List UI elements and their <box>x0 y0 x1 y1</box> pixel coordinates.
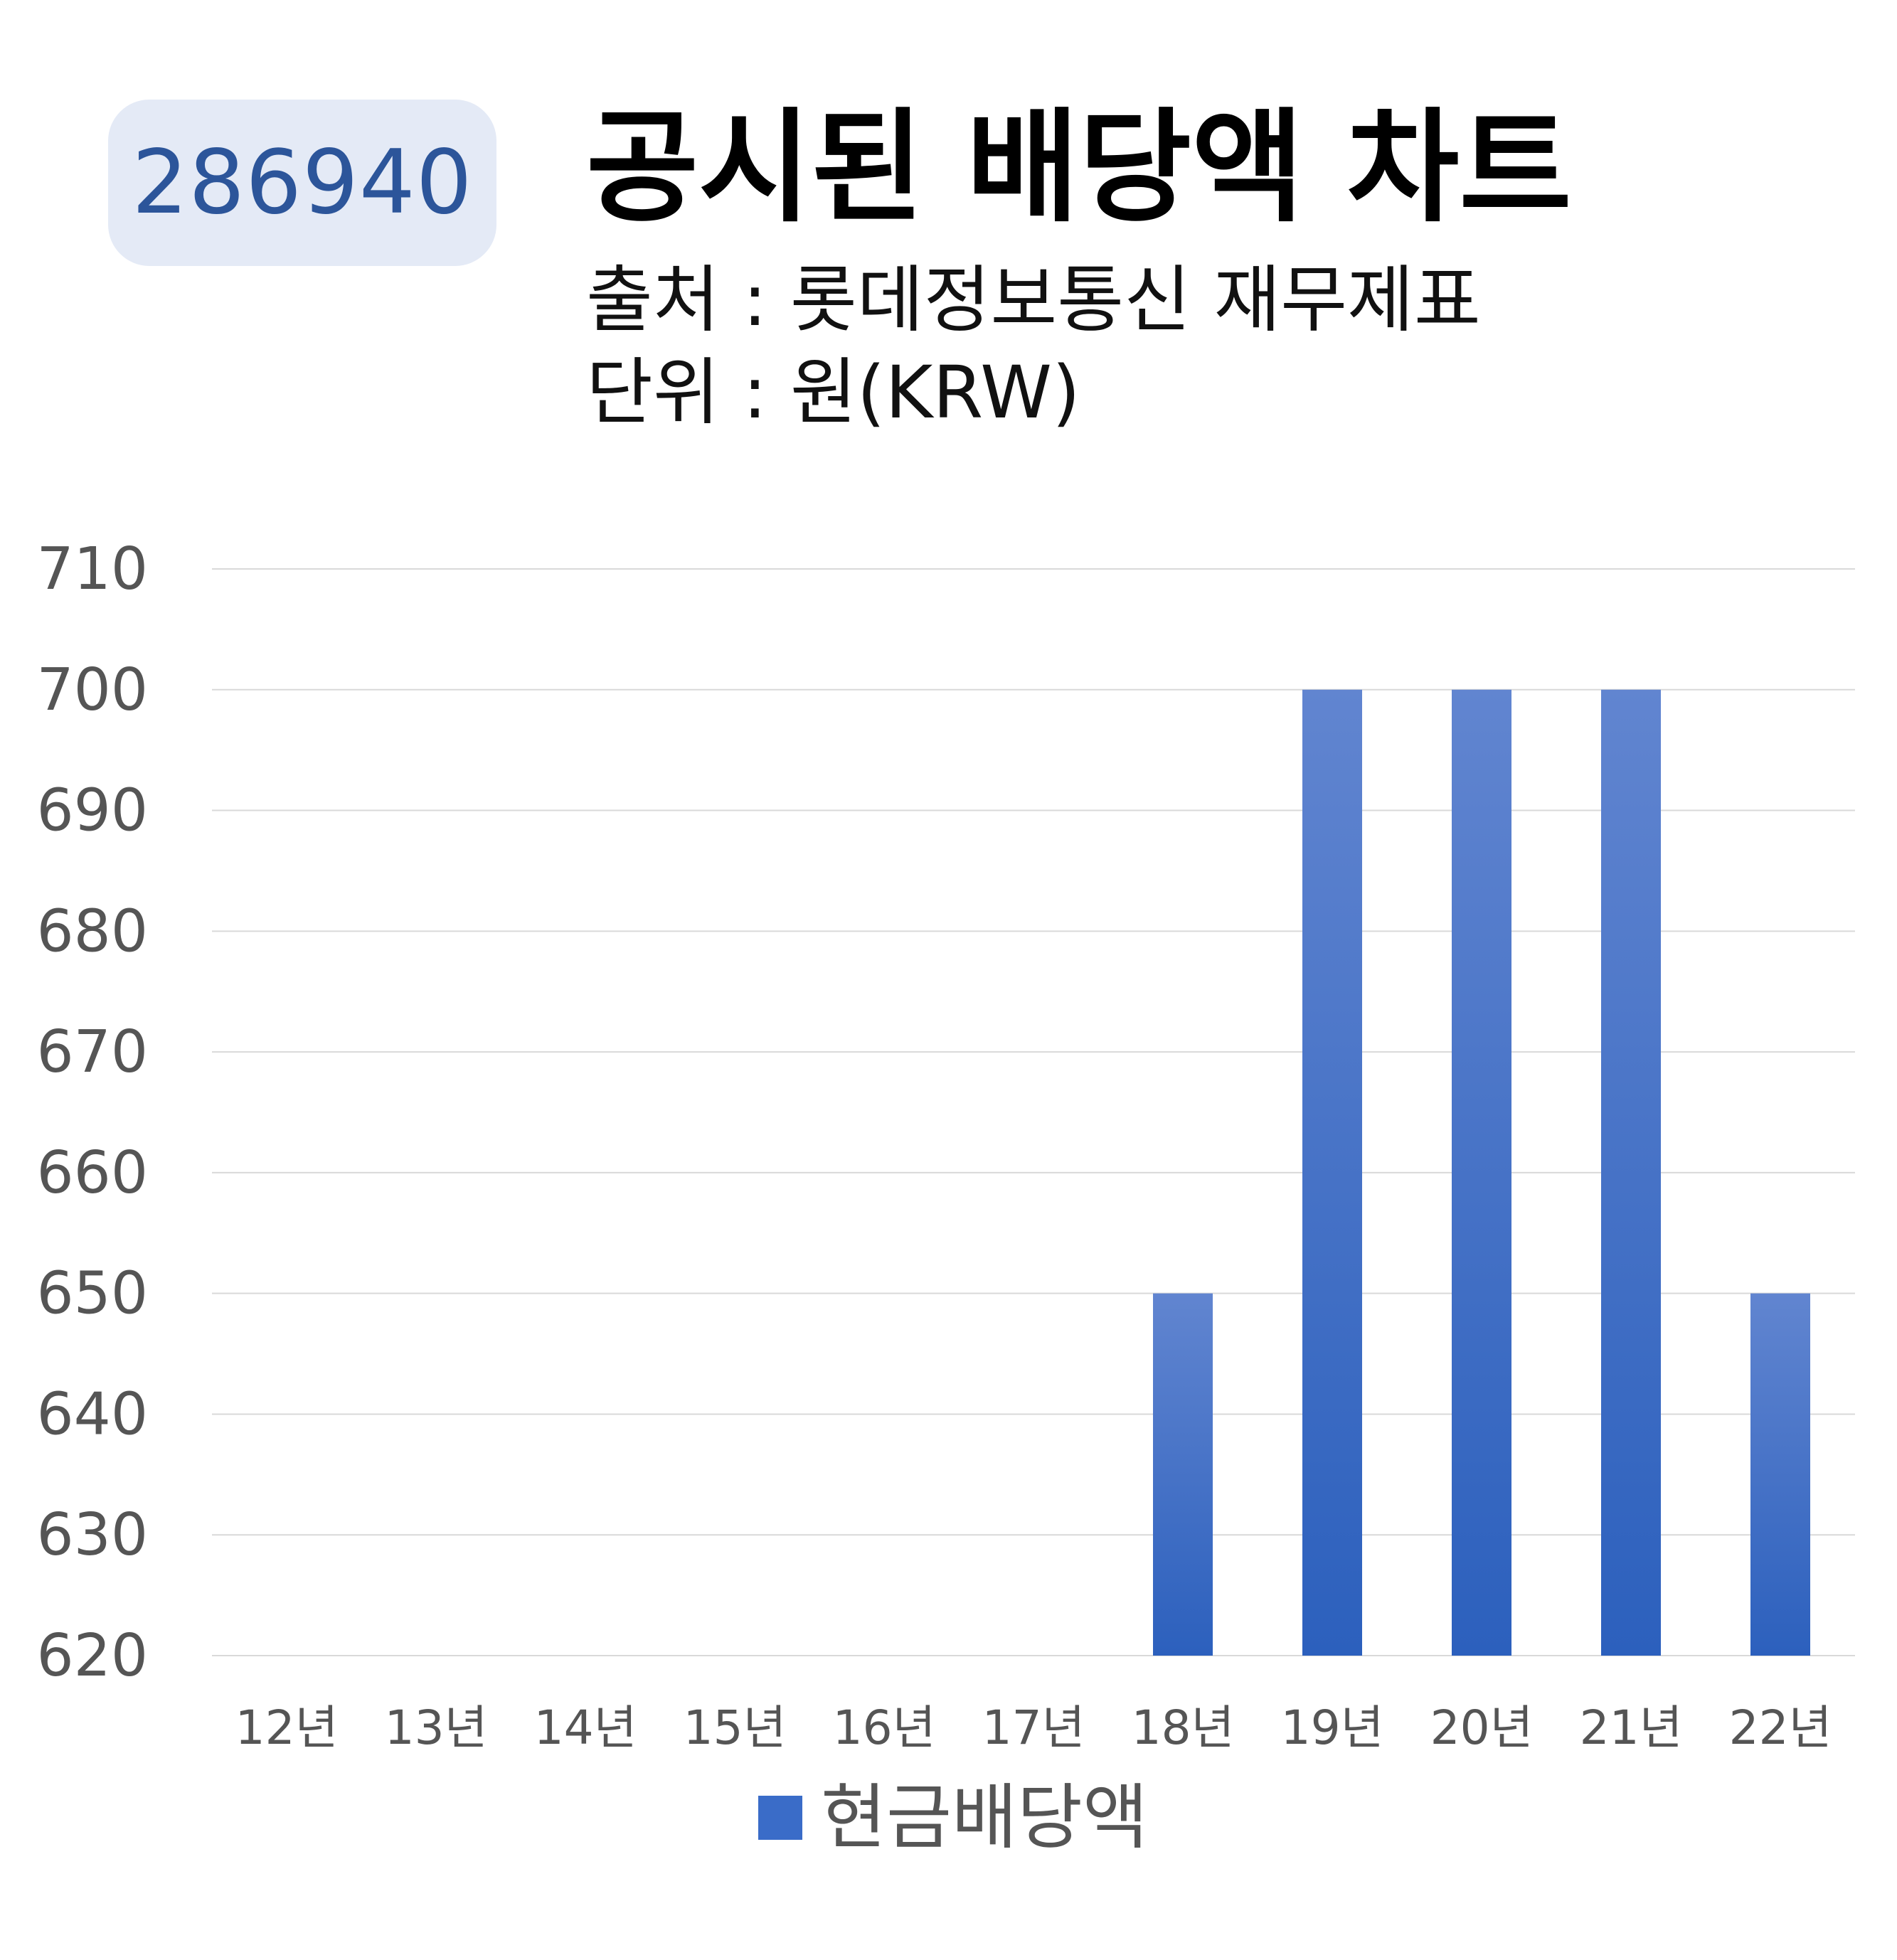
legend-label: 현금배당액 <box>821 1776 1148 1859</box>
y-tick-label: 670 <box>36 1018 148 1086</box>
bar <box>1153 1293 1213 1656</box>
x-axis-ticks: 12년 13년 14년 15년 16년 17년 18년 19년 20년 21년 22년 <box>235 1700 1832 1755</box>
y-axis-ticks: 620 630 640 650 660 670 680 690 700 710 <box>36 536 148 1690</box>
y-tick-label: 680 <box>36 898 148 965</box>
bar <box>1750 1293 1810 1656</box>
y-tick-label: 630 <box>36 1501 148 1569</box>
bar <box>1452 689 1511 1656</box>
bar <box>1302 689 1362 1656</box>
y-tick-label: 650 <box>36 1260 148 1328</box>
x-tick-label: 22년 <box>1729 1700 1832 1755</box>
x-tick-label: 18년 <box>1132 1700 1235 1755</box>
x-tick-label: 14년 <box>534 1700 637 1755</box>
y-tick-label: 620 <box>36 1622 148 1690</box>
y-tick-label: 700 <box>36 656 148 724</box>
y-tick-label: 640 <box>36 1380 148 1448</box>
x-tick-label: 20년 <box>1430 1700 1534 1755</box>
legend: 현금배당액 <box>758 1782 1148 1853</box>
chart-unit: 단위 : 원(KRW) <box>586 351 1080 435</box>
x-tick-label: 15년 <box>684 1700 787 1755</box>
x-tick-label: 17년 <box>982 1700 1085 1755</box>
x-tick-label: 21년 <box>1580 1700 1683 1755</box>
ticker-badge: 286940 <box>108 100 496 266</box>
bars <box>1153 689 1810 1656</box>
y-tick-label: 690 <box>36 777 148 845</box>
x-tick-label: 12년 <box>235 1700 339 1755</box>
x-tick-label: 13년 <box>385 1700 488 1755</box>
chart-title: 공시된 배당액 차트 <box>586 96 1572 239</box>
x-tick-label: 19년 <box>1281 1700 1384 1755</box>
ticker-code: 286940 <box>132 132 473 234</box>
bar <box>1601 689 1661 1656</box>
legend-swatch <box>758 1796 802 1840</box>
bar-chart: 620 630 640 650 660 670 680 690 700 710 12년 13년 14년… <box>36 536 1855 1755</box>
chart-source: 출처 : 롯데정보통신 재무제표 <box>586 258 1481 343</box>
grid-lines <box>212 568 1855 1656</box>
y-tick-label: 660 <box>36 1139 148 1207</box>
x-tick-label: 16년 <box>833 1700 936 1755</box>
y-tick-label: 710 <box>36 536 148 603</box>
